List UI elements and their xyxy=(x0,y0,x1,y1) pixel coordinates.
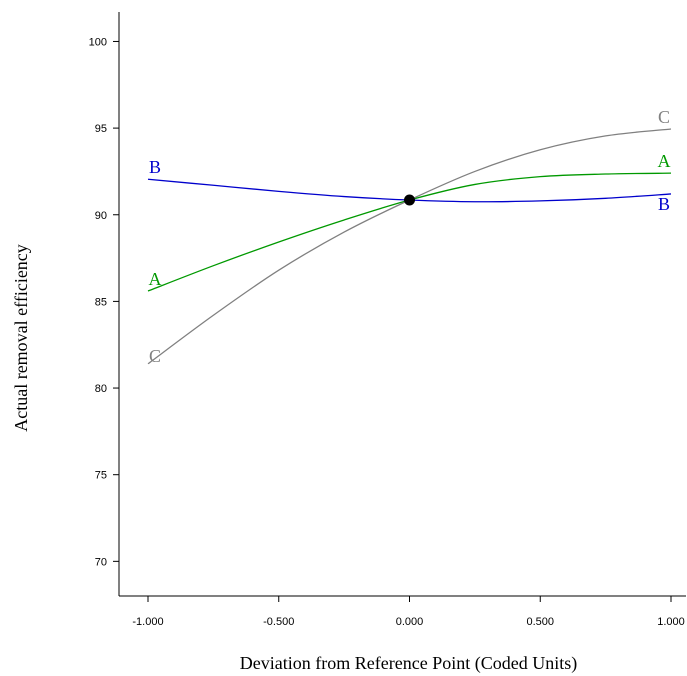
series-lines xyxy=(147,128,672,365)
y-tick-label: 75 xyxy=(95,470,107,482)
y-tick-label: 80 xyxy=(95,383,107,395)
series-line-a xyxy=(147,172,672,292)
series-labels: A A B B C C xyxy=(149,107,671,366)
x-axis-title: Deviation from Reference Point (Coded Un… xyxy=(240,653,577,674)
y-tick-label: 85 xyxy=(95,296,107,308)
reference-point-marker xyxy=(404,194,415,206)
axis-ticks: 70 75 80 85 90 95 100 -1.000 -0.500 0.000 0.500 1.0… xyxy=(89,36,685,628)
x-tick-label: 0.500 xyxy=(526,616,554,628)
series-label-b-start: B xyxy=(149,157,161,177)
series-label-a-start: A xyxy=(149,269,162,289)
x-tick-label: 1.000 xyxy=(657,616,685,628)
x-tick-label: -0.500 xyxy=(263,616,294,628)
series-label-c-end: C xyxy=(658,107,670,127)
series-label-b-end: B xyxy=(658,194,670,214)
series-line-c xyxy=(147,128,672,365)
y-tick-label: 90 xyxy=(95,210,107,222)
series-label-c-start: C xyxy=(149,346,161,366)
plot-frame xyxy=(118,12,686,597)
x-tick-label: 0.000 xyxy=(396,616,424,628)
x-tick-label: -1.000 xyxy=(132,616,163,628)
series-label-a-end: A xyxy=(658,151,671,171)
y-tick-label: 70 xyxy=(95,556,107,568)
y-tick-label: 100 xyxy=(89,36,107,48)
y-axis-title: Actual removal efficiency xyxy=(11,244,31,432)
y-tick-label: 95 xyxy=(95,123,107,135)
